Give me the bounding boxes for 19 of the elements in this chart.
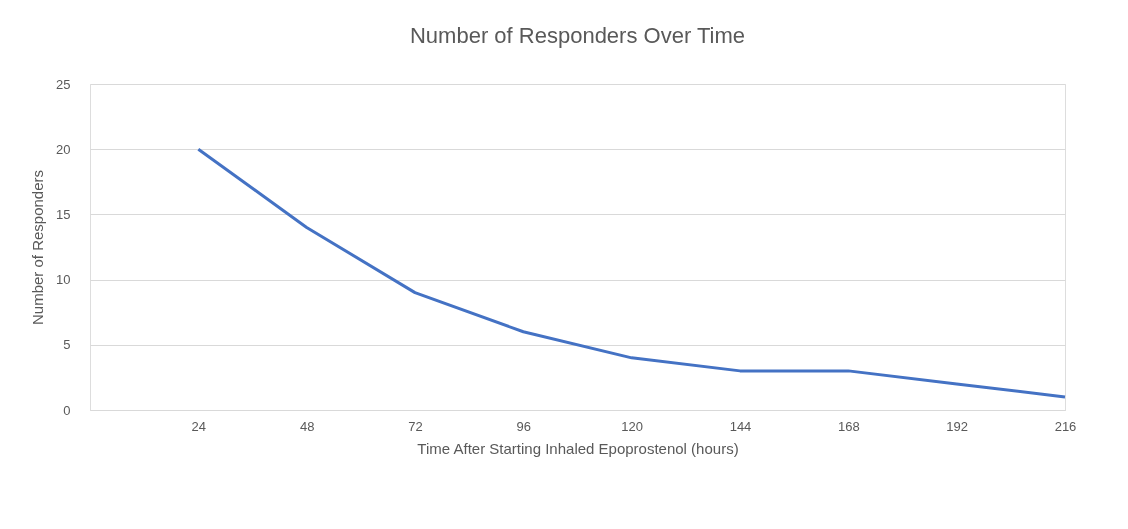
x-tick-label: 168: [837, 418, 860, 434]
x-tick-label: 48: [299, 418, 315, 434]
y-tick-label: 20: [56, 141, 71, 157]
y-axis-title: Number of Responders: [29, 169, 47, 326]
chart-title: Number of Responders Over Time: [409, 23, 746, 48]
x-tick-label: 96: [516, 418, 532, 434]
y-tick-label: 5: [63, 337, 71, 353]
x-tick-label: 24: [191, 418, 207, 434]
y-tick-label: 15: [56, 206, 71, 222]
y-tick-label: 10: [56, 272, 71, 288]
x-tick-label: 192: [946, 418, 969, 434]
x-tick-label: 144: [729, 418, 752, 434]
x-tick-label: 216: [1054, 418, 1077, 434]
x-tick-label: 72: [408, 418, 423, 434]
x-tick-label: 120: [621, 418, 644, 434]
y-tick-label: 0: [63, 402, 71, 418]
x-axis-title: Time After Starting Inhaled Epoprostenol (hours): [417, 439, 739, 457]
y-tick-label: 25: [56, 76, 71, 92]
line-series: [196, 147, 1067, 399]
